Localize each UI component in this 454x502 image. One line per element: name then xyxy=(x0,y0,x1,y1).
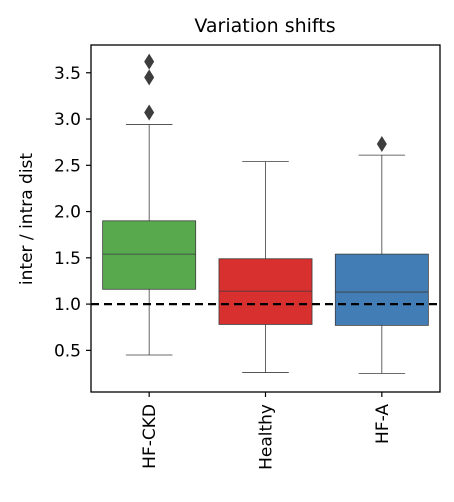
outlier-point xyxy=(144,69,155,86)
outlier-point xyxy=(144,104,155,121)
outlier-point xyxy=(376,136,387,153)
plot-area: 0.5 1.0 1.5 2.0 2.5 3.0 3.5 HF-CKD Healthy HF-A xyxy=(54,53,440,470)
chart-title: Variation shifts xyxy=(194,15,335,37)
y-tick-label: 3.0 xyxy=(54,110,81,130)
x-tick-label: HF-A xyxy=(373,404,393,444)
y-axis-label: inter / intra dist xyxy=(17,153,37,285)
x-tick-label: HF-CKD xyxy=(140,404,160,469)
y-tick-label: 3.5 xyxy=(54,64,81,84)
outlier-point xyxy=(144,53,155,70)
y-tick-label: 2.5 xyxy=(54,156,81,176)
y-tick-label: 2.0 xyxy=(54,203,81,223)
plot-frame xyxy=(90,44,441,393)
y-tick-label: 1.0 xyxy=(54,295,81,315)
x-tick-label: Healthy xyxy=(257,404,277,470)
box-hf-ckd xyxy=(102,220,197,290)
y-tick-label: 1.5 xyxy=(54,249,81,269)
y-tick-label: 0.5 xyxy=(54,341,81,361)
box-healthy xyxy=(218,258,313,325)
box-hf-a xyxy=(334,253,429,326)
